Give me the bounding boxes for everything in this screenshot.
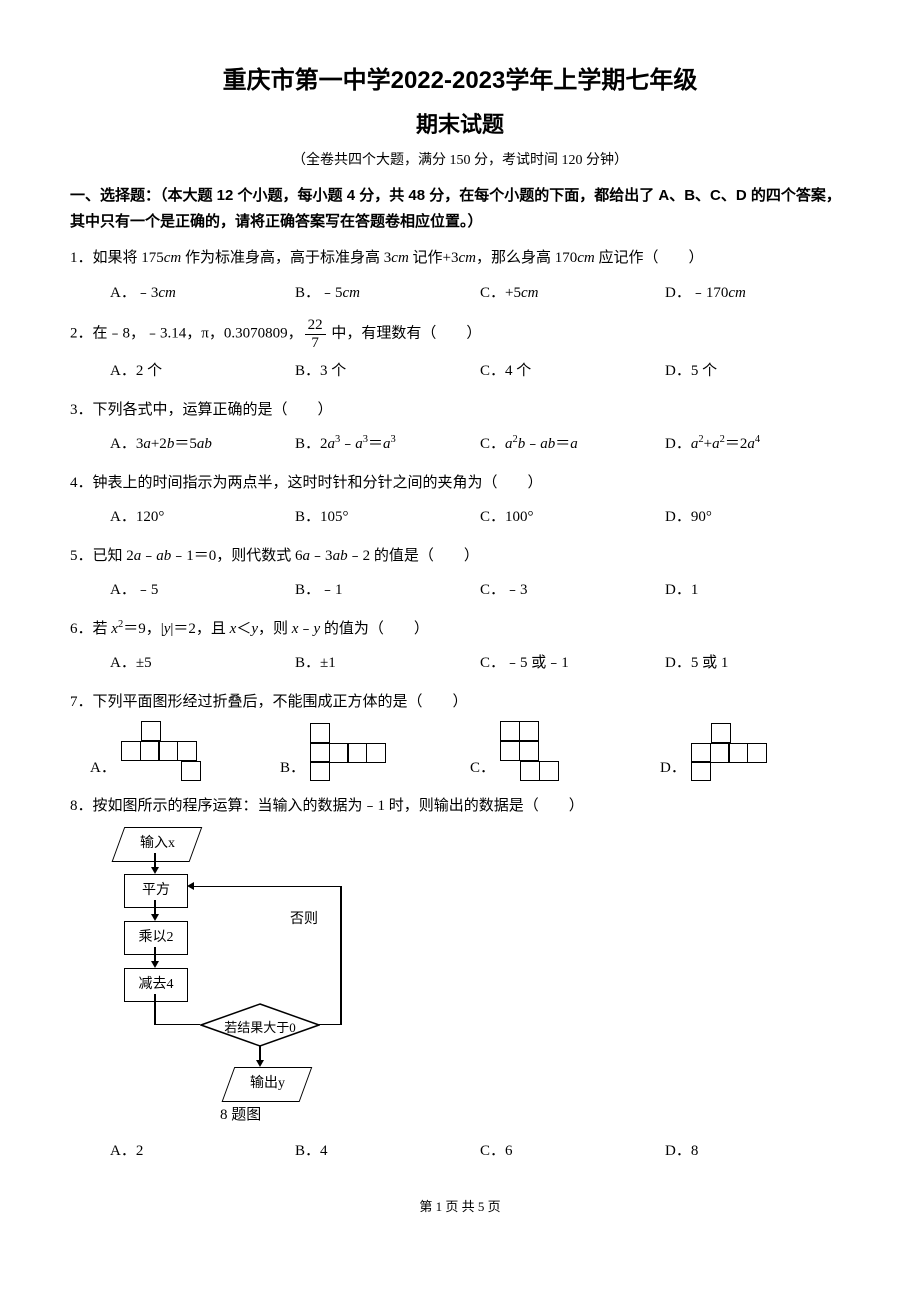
- flow-decision: 若结果大于0: [200, 1003, 320, 1047]
- q3-opt-b: B．2a3﹣a3＝a3: [295, 430, 480, 459]
- q6-opt-c: C．﹣5 或﹣1: [480, 649, 665, 678]
- question-8: 8．按如图所示的程序运算：当输入的数据为﹣1 时，则输出的数据是（ ） 输入x …: [70, 792, 850, 1166]
- flow-input: 输入x: [112, 827, 203, 862]
- q7-stem: 7．下列平面图形经过折叠后，不能围成正方体的是（ ）: [70, 688, 850, 717]
- q5-opt-c: C．﹣3: [480, 576, 665, 605]
- q3-opt-c: C．a2b﹣ab＝a: [480, 430, 665, 459]
- question-7: 7．下列平面图形经过折叠后，不能围成正方体的是（ ） A． B． C．: [70, 688, 850, 783]
- q4-opt-c: C．100°: [480, 503, 665, 532]
- q7-opt-d: D．: [660, 724, 850, 783]
- question-2: 2．在﹣8，﹣3.14，π，0.3070809，227 中，有理数有（ ） A．…: [70, 317, 850, 386]
- q4-opt-a: A．120°: [110, 503, 295, 532]
- q1-opt-d: D．﹣170cm: [665, 279, 850, 308]
- q4-stem: 4．钟表上的时间指示为两点半，这时时针和分针之间的夹角为（ ）: [70, 469, 850, 498]
- q1-text: 1．如果将 175: [70, 250, 164, 266]
- page-title-2: 期末试题: [70, 107, 850, 139]
- question-4: 4．钟表上的时间指示为两点半，这时时针和分针之间的夹角为（ ） A．120° B…: [70, 469, 850, 532]
- q7-opt-b: B．: [280, 724, 470, 783]
- q7-figure-a: [122, 722, 221, 782]
- q4-opt-d: D．90°: [665, 503, 850, 532]
- section-1-heading: 一、选择题：（本大题 12 个小题，每小题 4 分，共 48 分，在每个小题的下…: [70, 183, 850, 234]
- q6-stem: 6．若 x2＝9，|y|＝2，且 x＜y，则 x﹣y 的值为（ ）: [70, 615, 850, 644]
- q8-opt-a: A．2: [110, 1137, 295, 1166]
- q1-opt-c: C．+5cm: [480, 279, 665, 308]
- q3-stem: 3．下列各式中，运算正确的是（ ）: [70, 396, 850, 425]
- page-title-1: 重庆市第一中学2022-2023学年上学期七年级: [70, 60, 850, 95]
- q7-opt-a: A．: [90, 722, 280, 782]
- exam-info: （全卷共四个大题，满分 150 分，考试时间 120 分钟）: [70, 149, 850, 169]
- q6-opt-d: D．5 或 1: [665, 649, 850, 678]
- q2-opt-d: D．5 个: [665, 357, 850, 386]
- q7-figure-c: [501, 722, 558, 782]
- question-5: 5．已知 2a﹣ab﹣1＝0，则代数式 6a﹣3ab﹣2 的值是（ ） A．﹣5…: [70, 542, 850, 605]
- q7-opt-c: C．: [470, 722, 660, 782]
- q2-opt-b: B．3 个: [295, 357, 480, 386]
- q5-opt-d: D．1: [665, 576, 850, 605]
- q1-stem: 1．如果将 175cm 作为标准身高，高于标准身高 3cm 记作+3cm，那么身…: [70, 244, 850, 273]
- flow-output: 输出y: [222, 1067, 313, 1102]
- q5-stem: 5．已知 2a﹣ab﹣1＝0，则代数式 6a﹣3ab﹣2 的值是（ ）: [70, 542, 850, 571]
- q1-opt-a: A．﹣3cm: [110, 279, 295, 308]
- q8-stem: 8．按如图所示的程序运算：当输入的数据为﹣1 时，则输出的数据是（ ）: [70, 792, 850, 821]
- page-footer: 第 1 页 共 5 页: [70, 1196, 850, 1215]
- flow-step-mul: 乘以2: [124, 921, 188, 956]
- question-3: 3．下列各式中，运算正确的是（ ） A．3a+2b＝5ab B．2a3﹣a3＝a…: [70, 396, 850, 459]
- q8-opt-b: B．4: [295, 1137, 480, 1166]
- q6-opt-a: A．±5: [110, 649, 295, 678]
- q2-fraction: 227: [305, 317, 326, 351]
- q4-opt-b: B．105°: [295, 503, 480, 532]
- question-6: 6．若 x2＝9，|y|＝2，且 x＜y，则 x﹣y 的值为（ ） A．±5 B…: [70, 615, 850, 678]
- question-1: 1．如果将 175cm 作为标准身高，高于标准身高 3cm 记作+3cm，那么身…: [70, 244, 850, 307]
- q2-opt-c: C．4 个: [480, 357, 665, 386]
- flow-step-sub: 减去4: [124, 968, 188, 1003]
- q8-flowchart: 输入x 平方 乘以2 减去4 若结果大于0 输出y 否则: [110, 827, 390, 1097]
- q8-opt-c: C．6: [480, 1137, 665, 1166]
- q2-opt-a: A．2 个: [110, 357, 295, 386]
- q1-opt-b: B．﹣5cm: [295, 279, 480, 308]
- q5-opt-a: A．﹣5: [110, 576, 295, 605]
- q5-opt-b: B．﹣1: [295, 576, 480, 605]
- q2-stem: 2．在﹣8，﹣3.14，π，0.3070809，227 中，有理数有（ ）: [70, 317, 850, 351]
- q8-opt-d: D．8: [665, 1137, 850, 1166]
- q7-figure-d: [692, 724, 771, 783]
- flow-step-square: 平方: [124, 874, 188, 909]
- q7-figure-b: [311, 724, 390, 783]
- q3-opt-d: D．a2+a2＝2a4: [665, 430, 850, 459]
- flow-else-label: 否则: [290, 907, 318, 934]
- q8-figure-label: 8 题图: [220, 1101, 850, 1130]
- q3-opt-a: A．3a+2b＝5ab: [110, 430, 295, 459]
- q6-opt-b: B．±1: [295, 649, 480, 678]
